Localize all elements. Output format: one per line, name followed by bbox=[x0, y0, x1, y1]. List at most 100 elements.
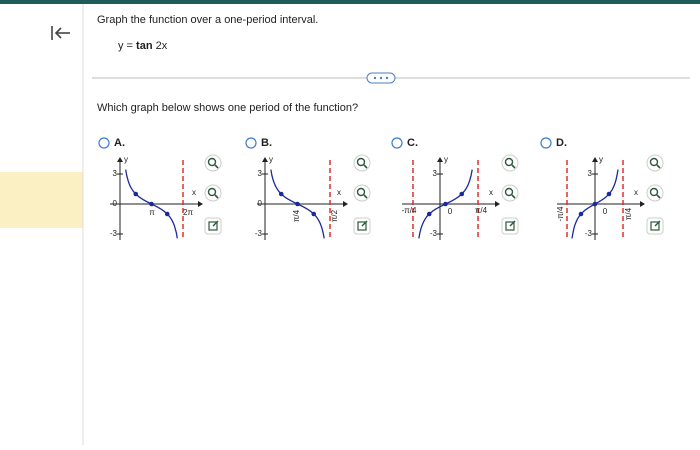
radio-button[interactable] bbox=[391, 137, 403, 149]
curve-point bbox=[606, 191, 612, 197]
y-axis-label: y bbox=[269, 155, 273, 164]
zoom-in-button[interactable] bbox=[204, 154, 222, 172]
zoom-in-button[interactable] bbox=[646, 154, 664, 172]
curve-point bbox=[592, 201, 598, 207]
x-tick-label: -π/4 bbox=[556, 206, 565, 221]
instruction: Graph the function over a one-period int… bbox=[97, 14, 318, 26]
y-tick-label: 0 bbox=[113, 199, 118, 208]
y-tick-label: -3 bbox=[585, 229, 593, 238]
x-tick-label: π/4 bbox=[292, 209, 301, 222]
open-arrow bbox=[654, 220, 661, 227]
curve-point bbox=[443, 201, 448, 207]
curve-point bbox=[133, 191, 139, 197]
y-arrow bbox=[117, 157, 123, 162]
open-arrow bbox=[361, 220, 368, 227]
zoom-in-button[interactable] bbox=[501, 154, 519, 172]
equation-lhs: y = bbox=[118, 40, 133, 52]
y-tick-label: -3 bbox=[255, 229, 263, 238]
curve-point bbox=[311, 211, 317, 217]
x-tick-label: π/2 bbox=[330, 209, 339, 222]
x-tick-label: 2π bbox=[183, 208, 193, 217]
y-arrow bbox=[262, 157, 268, 162]
curve-point bbox=[149, 201, 154, 207]
zoom-in-handle bbox=[511, 164, 516, 169]
y-axis-label: y bbox=[124, 155, 128, 164]
y-axis-label: y bbox=[599, 155, 603, 164]
curve-point bbox=[578, 211, 584, 217]
zoom-in-glass bbox=[207, 157, 217, 167]
y-tick-label: 0 bbox=[603, 207, 608, 216]
y-tick-label: 3 bbox=[258, 169, 263, 178]
zoom-out-handle bbox=[511, 194, 516, 199]
equation: y = tan 2x bbox=[118, 40, 168, 52]
zoom-in-glass bbox=[649, 157, 659, 167]
x-axis-label: x bbox=[489, 188, 493, 197]
option-label: A. bbox=[114, 137, 125, 149]
open-icon bbox=[650, 221, 660, 231]
zoom-in-button[interactable] bbox=[353, 154, 371, 172]
zoom-in-handle bbox=[214, 164, 219, 169]
open-arrow bbox=[509, 220, 516, 227]
radio-button[interactable] bbox=[98, 137, 110, 149]
zoom-in-glass bbox=[504, 157, 514, 167]
more-button[interactable] bbox=[366, 72, 396, 84]
x-axis-label: x bbox=[337, 188, 341, 197]
x-arrow bbox=[495, 201, 500, 207]
x-tick-label: -π/4 bbox=[402, 206, 417, 215]
curve-point bbox=[295, 201, 300, 207]
zoom-out-button[interactable] bbox=[646, 184, 664, 202]
zoom-out-glass bbox=[649, 187, 659, 197]
y-tick-label: -3 bbox=[110, 229, 118, 238]
x-axis-label: x bbox=[634, 188, 638, 197]
back-button[interactable] bbox=[51, 26, 70, 40]
top-bar bbox=[0, 0, 700, 4]
zoom-out-glass bbox=[504, 187, 514, 197]
open-arrow bbox=[212, 220, 219, 227]
question: Which graph below shows one period of th… bbox=[97, 102, 358, 114]
zoom-in-handle bbox=[363, 164, 368, 169]
radio-button[interactable] bbox=[245, 137, 257, 149]
curve-point bbox=[164, 211, 170, 217]
x-tick-label: π/4 bbox=[475, 206, 488, 215]
y-tick-label: 3 bbox=[433, 169, 438, 178]
option-label: D. bbox=[556, 137, 567, 149]
x-tick-label: π bbox=[149, 208, 155, 217]
zoom-out-handle bbox=[214, 194, 219, 199]
zoom-out-handle bbox=[656, 194, 661, 199]
zoom-out-button[interactable] bbox=[501, 184, 519, 202]
radio-button[interactable] bbox=[540, 137, 552, 149]
curve-point bbox=[278, 191, 284, 197]
y-tick-label: 0 bbox=[448, 207, 453, 216]
y-axis-label: y bbox=[444, 155, 448, 164]
curve-point bbox=[459, 191, 465, 197]
zoom-in-handle bbox=[656, 164, 661, 169]
zoom-out-handle bbox=[363, 194, 368, 199]
y-arrow bbox=[592, 157, 598, 162]
highlight bbox=[0, 172, 83, 228]
x-arrow bbox=[640, 201, 645, 207]
x-tick-label: π/4 bbox=[624, 207, 633, 220]
option-label: C. bbox=[407, 137, 418, 149]
open-icon bbox=[208, 221, 218, 231]
y-tick-label: 3 bbox=[588, 169, 593, 178]
x-arrow bbox=[343, 201, 348, 207]
equation-func: tan bbox=[136, 40, 153, 52]
zoom-in-glass bbox=[356, 157, 366, 167]
x-arrow bbox=[198, 201, 203, 207]
y-tick-label: 0 bbox=[258, 199, 263, 208]
zoom-out-button[interactable] bbox=[204, 184, 222, 202]
y-tick-label: -3 bbox=[430, 229, 438, 238]
equation-arg: 2x bbox=[156, 40, 168, 52]
open-icon bbox=[505, 221, 515, 231]
zoom-out-glass bbox=[356, 187, 366, 197]
curve-point bbox=[426, 211, 432, 217]
y-arrow bbox=[437, 157, 443, 162]
open-icon bbox=[357, 221, 367, 231]
x-axis-label: x bbox=[192, 188, 196, 197]
option-label: B. bbox=[261, 137, 272, 149]
zoom-out-glass bbox=[207, 187, 217, 197]
y-tick-label: 3 bbox=[113, 169, 118, 178]
zoom-out-button[interactable] bbox=[353, 184, 371, 202]
